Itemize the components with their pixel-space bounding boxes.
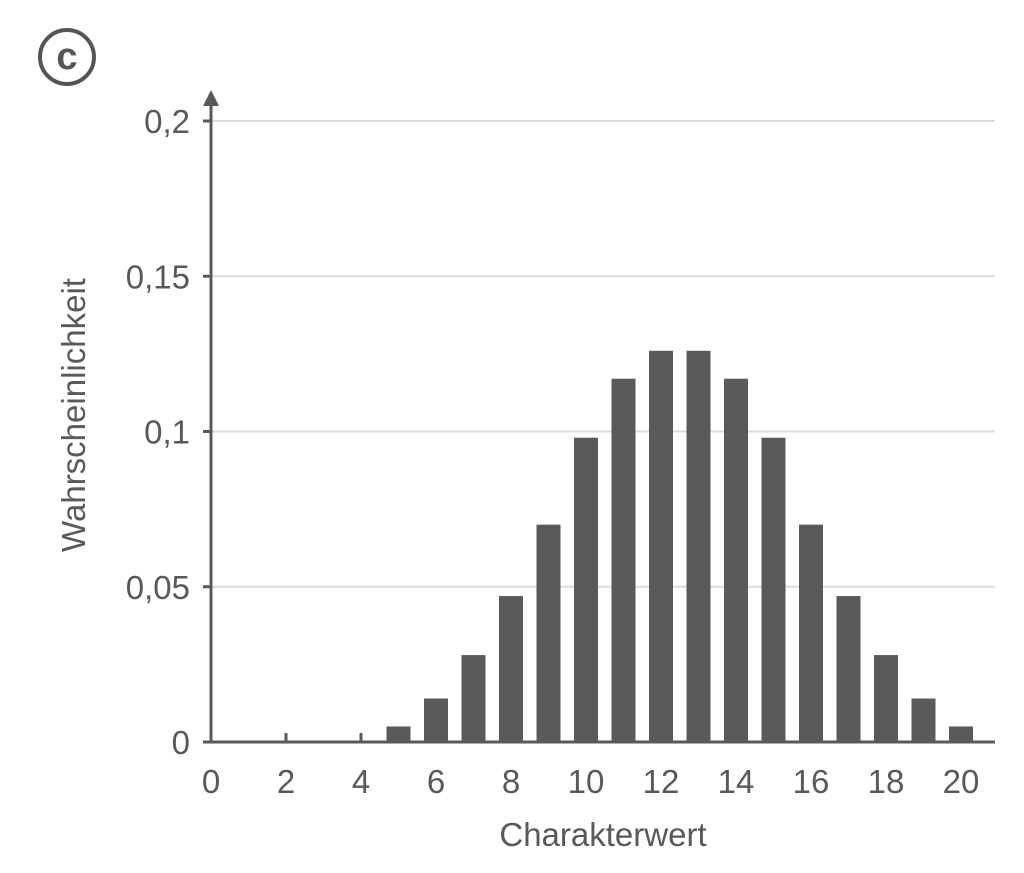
x-tick-label: 20 <box>943 763 980 800</box>
x-tick-label: 8 <box>502 763 520 800</box>
x-tick-label: 4 <box>352 763 370 800</box>
x-axis-title: Charakterwert <box>499 816 706 853</box>
bar-x-18 <box>874 655 898 742</box>
x-tick-label: 6 <box>427 763 445 800</box>
tick-labels: 0 0,05 0,1 0,15 0,2 0 2 4 6 8 10 12 14 16 18 20 <box>126 103 980 800</box>
x-tick-label: 16 <box>793 763 830 800</box>
bar-x-7 <box>461 655 486 742</box>
bar-x-9 <box>536 524 561 742</box>
y-axis-title: Wahrscheinlichkeit <box>55 278 92 552</box>
panel-label: c <box>56 36 78 78</box>
y-tick-label: 0,15 <box>126 258 190 295</box>
bar-x-5 <box>386 726 411 742</box>
bar-x-8 <box>499 596 523 742</box>
x-tick-label: 2 <box>277 763 295 800</box>
bar-x-10 <box>574 437 598 742</box>
panel-label-badge: c <box>38 28 96 86</box>
y-tick-label: 0,2 <box>144 103 190 140</box>
y-tick-label: 0,1 <box>144 414 190 451</box>
y-tick-label: 0 <box>172 724 190 761</box>
bar-x-11 <box>611 378 636 742</box>
bar-x-15 <box>761 437 786 742</box>
x-tick-label: 0 <box>202 763 220 800</box>
axes <box>203 90 995 744</box>
bar-x-17 <box>836 596 861 742</box>
bars <box>386 350 973 742</box>
x-tick-label: 12 <box>643 763 680 800</box>
y-axis-arrowhead <box>203 90 219 106</box>
x-tick-label: 14 <box>718 763 755 800</box>
bar-x-13 <box>686 350 711 742</box>
bar-x-12 <box>649 350 673 742</box>
gridlines <box>211 120 995 588</box>
bar-x-19 <box>911 698 936 742</box>
y-tick-label: 0,05 <box>126 569 190 606</box>
bar-x-14 <box>724 378 748 742</box>
x-tick-label: 18 <box>868 763 905 800</box>
x-tick-label: 10 <box>568 763 605 800</box>
bar-x-16 <box>799 524 823 742</box>
